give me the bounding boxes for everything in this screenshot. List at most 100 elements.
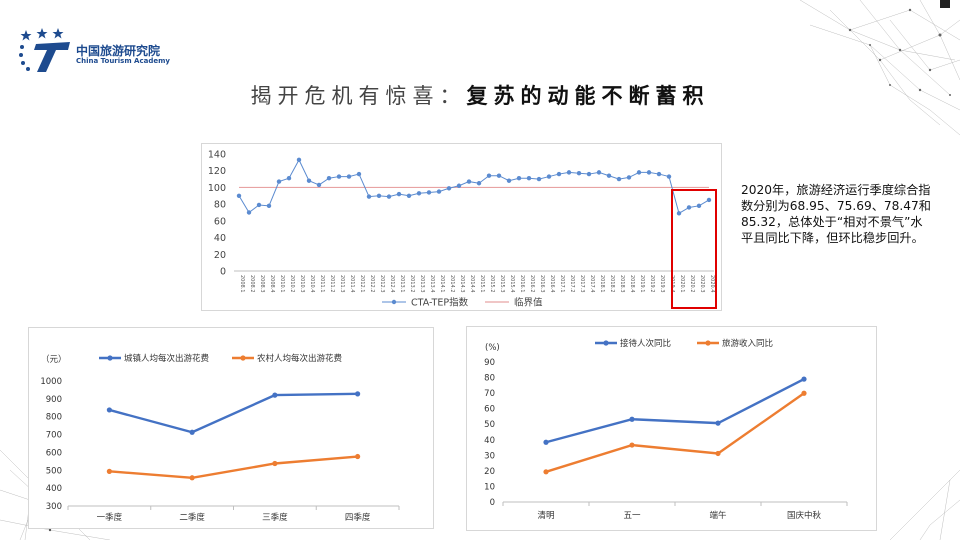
data-point [486,173,492,178]
data-point [629,416,635,422]
x-tick-label: 2020.4 [709,275,715,293]
x-tick-label: 2020.2 [689,275,695,293]
data-point [436,189,442,194]
y-tick-label: 500 [46,466,62,476]
legend-label-urban: 城镇人均每次出游花费 [124,353,210,364]
page-title: 揭开危机有惊喜：复苏的动能不断蓄积 [0,80,960,110]
x-tick-label: 2011.1 [319,275,325,293]
data-point [416,191,422,196]
y-tick-label: 70 [484,389,495,399]
x-tick-label: 2019.1 [639,275,645,293]
x-tick-label: 2008.2 [249,275,255,293]
x-tick-label: 2013.2 [409,275,415,293]
data-point [606,173,612,178]
data-point [266,203,272,209]
x-tick-label: 2010.1 [279,275,285,293]
data-point [556,171,562,177]
data-point [346,174,352,179]
x-tick-label: 2016.1 [519,275,525,293]
x-tick-label: 三季度 [262,512,288,523]
series-line-urban [109,392,358,434]
y-tick-label: 400 [46,484,62,494]
data-point [386,194,392,199]
x-tick-label: 2012.2 [369,275,375,293]
data-point [696,203,702,209]
data-point [355,453,361,460]
data-point [686,205,692,210]
x-tick-label: 2020.1 [679,275,685,293]
legend-marker [603,340,609,346]
y-tick-label: 800 [46,413,62,423]
x-tick-label: 2014.3 [459,275,465,293]
y-tick-label: 20 [214,250,226,261]
data-point [586,171,592,177]
data-point [256,202,262,208]
legend-label-tep: CTA-TEP指数 [411,297,469,309]
x-tick-label: 2017.3 [579,275,585,293]
x-tick-label: 2015.1 [479,275,485,293]
data-point [543,439,549,445]
chart-panel-spending: （元） 300 400 500 600 700 800 900 1000 一季度 二季度 三季度 四季度… [28,327,434,529]
academy-logo-mark [19,28,70,72]
chart-panel-tep-index: 0 20 40 60 80 100 120 140 2008.1 2008.2 2008.3 2008… [201,143,722,311]
x-tick-label: 2010.2 [289,275,295,293]
data-point [715,450,721,457]
x-tick-label: 2016.3 [539,275,545,293]
data-point [396,191,402,197]
y-tick-label: 10 [484,482,495,492]
series-line-visitors [545,378,805,444]
y-tick-label: 100 [208,183,226,194]
y-axis-unit-label: （元） [41,354,67,365]
x-tick-label: 2012.1 [359,275,365,293]
data-point [476,181,482,186]
x-tick-label: 2018.2 [609,275,615,293]
data-point [546,174,552,179]
data-point [801,390,807,396]
x-tick-label: 2017.1 [559,275,565,293]
annotation-text: 2020年，旅游经济运行季度综合指数分别为68.95、75.69、78.47和8… [741,183,931,245]
data-point [576,171,582,176]
y-tick-label: 0 [490,498,495,508]
data-point [526,176,532,181]
data-point [376,193,382,198]
chart-per-capita-spending: （元） 300 400 500 600 700 800 900 1000 一季度 二季度 三季度 四季度… [40,353,400,523]
x-tick-label: 2008.3 [259,275,265,293]
y-tick-label: 1000 [40,377,62,387]
x-tick-label: 2011.3 [339,275,345,293]
x-tick-label: 2020.3 [699,275,705,293]
page-title-part1: 揭开危机有惊喜： [250,84,467,108]
y-axis-unit-label: (%) [485,343,500,353]
series-line-revenue [545,392,805,473]
data-point [246,210,252,215]
x-tick-label: 2014.2 [449,275,455,293]
data-point [106,468,112,474]
data-point [616,176,622,182]
x-tick-label: 二季度 [179,512,205,523]
data-point [426,190,432,195]
x-tick-label: 一季度 [97,512,123,523]
data-point [676,211,682,216]
y-tick-label: 700 [46,431,62,441]
data-point [296,157,302,163]
chart-holiday-yoy: (%) 0 10 20 30 40 50 60 70 80 90 清明 五一 端午 国庆中秋 接待人次同比 旅游… [484,338,848,521]
legend-label-rural: 农村人均每次出游花费 [257,353,343,364]
data-point [666,174,672,179]
data-point [516,176,522,181]
data-point [356,171,362,177]
x-tick-label: 四季度 [345,512,371,523]
data-point [629,442,635,448]
x-tick-label: 2012.3 [379,275,385,293]
data-point [626,175,632,180]
y-tick-label: 140 [208,150,226,161]
x-tick-label: 2013.3 [419,275,425,293]
page-title-part2: 复苏的动能不断蓄积 [466,83,710,108]
x-tick-label: 2018.3 [619,275,625,293]
logo [18,24,178,76]
x-tick-label: 2012.4 [389,275,395,293]
x-tick-label: 2014.1 [439,275,445,293]
x-tick-label: 2019.3 [659,275,665,293]
data-point [446,186,452,191]
x-tick-label: 2011.2 [329,275,335,293]
series-line-rural [109,455,358,479]
data-point [466,179,472,184]
